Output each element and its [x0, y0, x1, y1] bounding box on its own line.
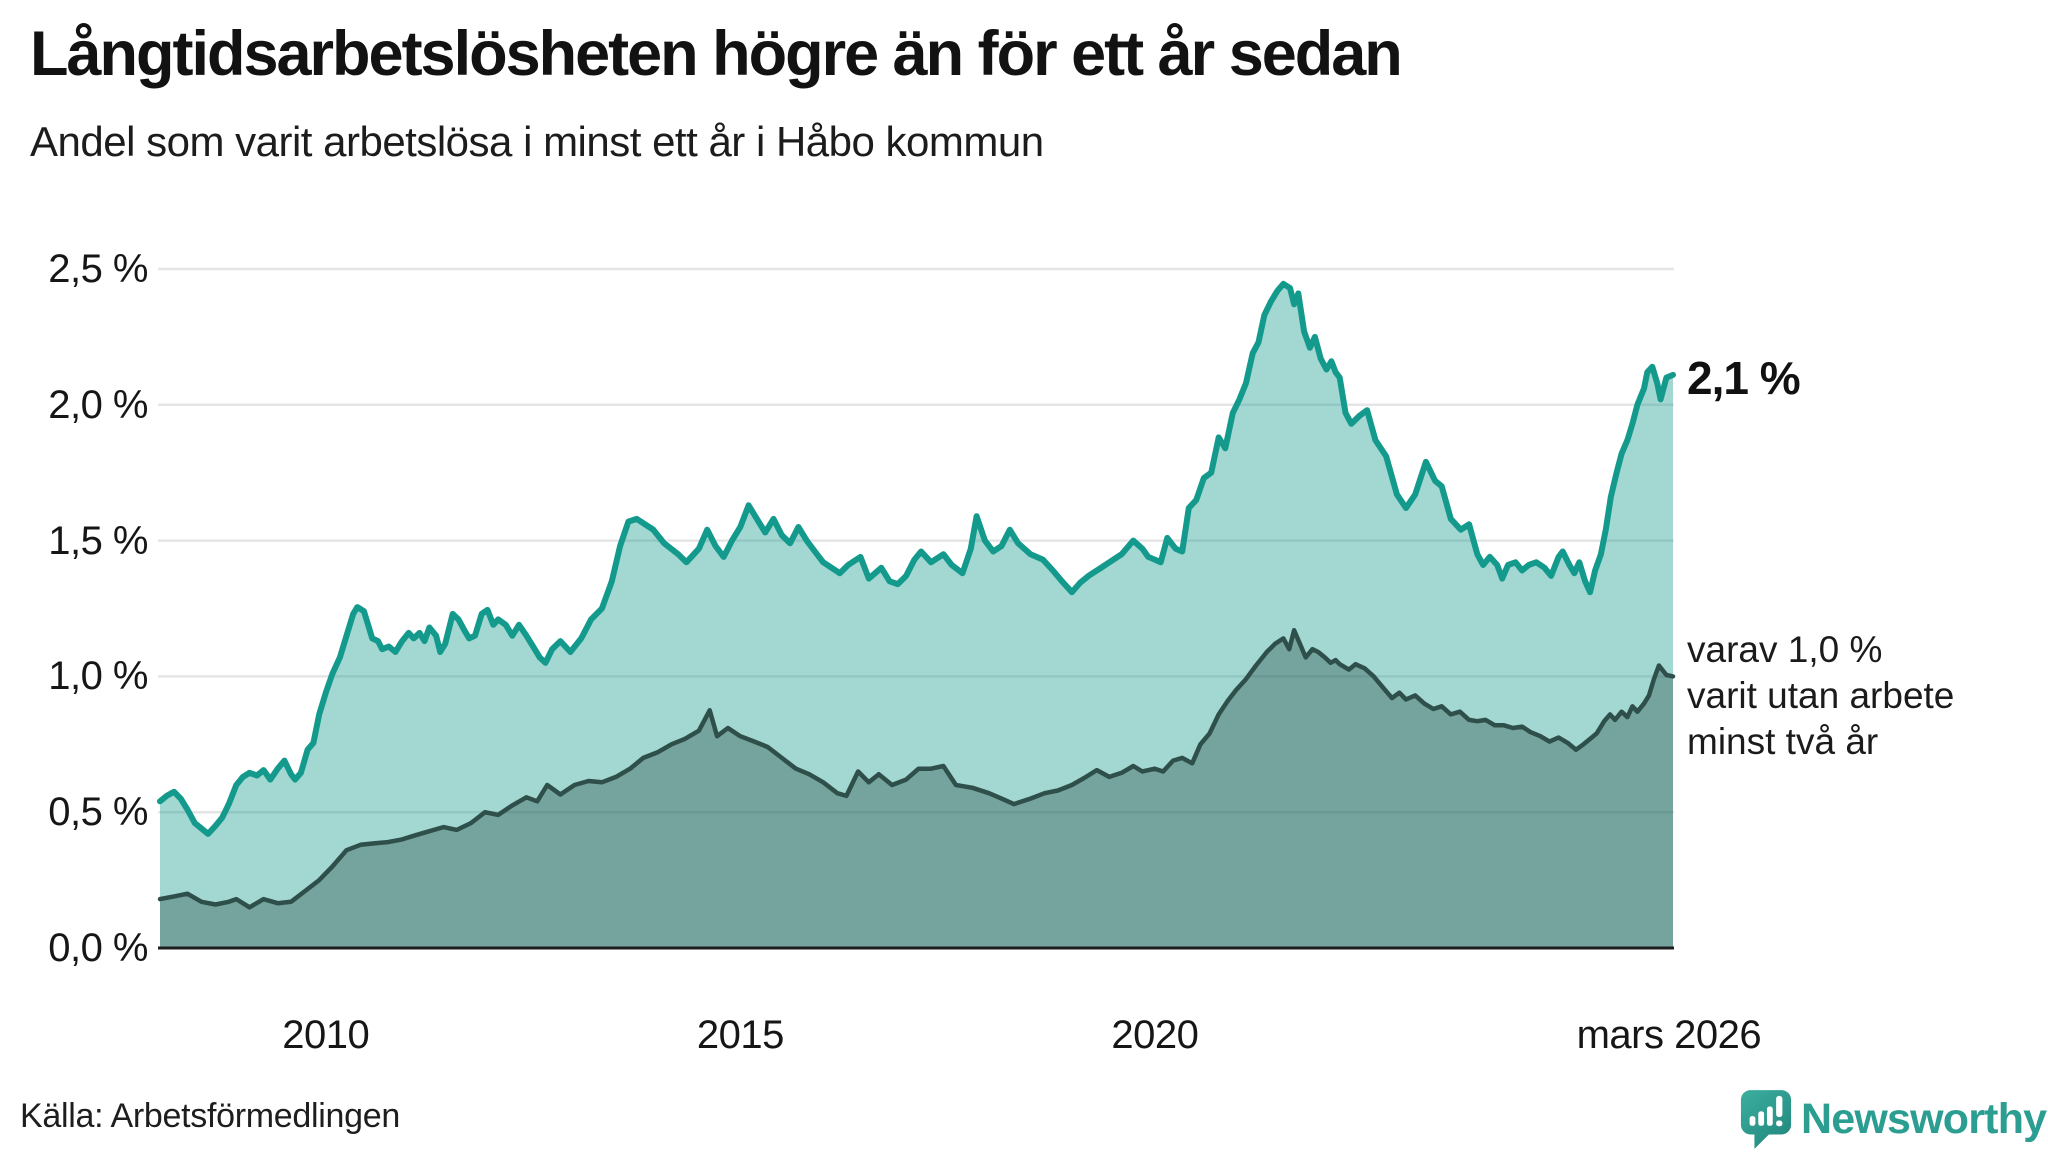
y-axis-tick-label: 2,5 %: [48, 247, 148, 291]
source-note: Källa: Arbetsförmedlingen: [20, 1097, 400, 1135]
y-axis-tick-label: 1,0 %: [48, 654, 148, 699]
chart-subtitle: Andel som varit arbetslösa i minst ett å…: [30, 118, 1044, 165]
speech-bubble-shape: [1740, 1090, 1792, 1149]
x-axis-tick-label: 2015: [696, 1013, 784, 1057]
annotation-line-1: varav 1,0 %: [1687, 629, 1883, 670]
x-axis-tick-label: 2010: [282, 1013, 370, 1057]
annotation-line-3: minst två år: [1687, 721, 1879, 762]
y-axis-tick-label: 0,5 %: [48, 790, 148, 835]
y-axis-tick-label: 2,0 %: [48, 382, 148, 427]
series-end-label-two-years: varav 1,0 % varit utan arbete minst två …: [1687, 627, 1954, 765]
x-axis-tick-label: mars 2026: [1576, 1013, 1762, 1057]
series-end-label-one-year: 2,1 %: [1687, 352, 1801, 404]
newsworthy-logo-icon: [1740, 1090, 1792, 1149]
chart-title: Långtidsarbetslösheten högre än för ett …: [30, 19, 1403, 89]
brand-name: Newsworthy: [1801, 1095, 2047, 1143]
y-axis-tick-label: 1,5 %: [48, 518, 148, 563]
y-axis-tick-label: 0,0 %: [48, 926, 148, 970]
x-axis-tick-label: 2020: [1111, 1013, 1199, 1057]
annotation-line-2: varit utan arbete: [1687, 675, 1955, 716]
